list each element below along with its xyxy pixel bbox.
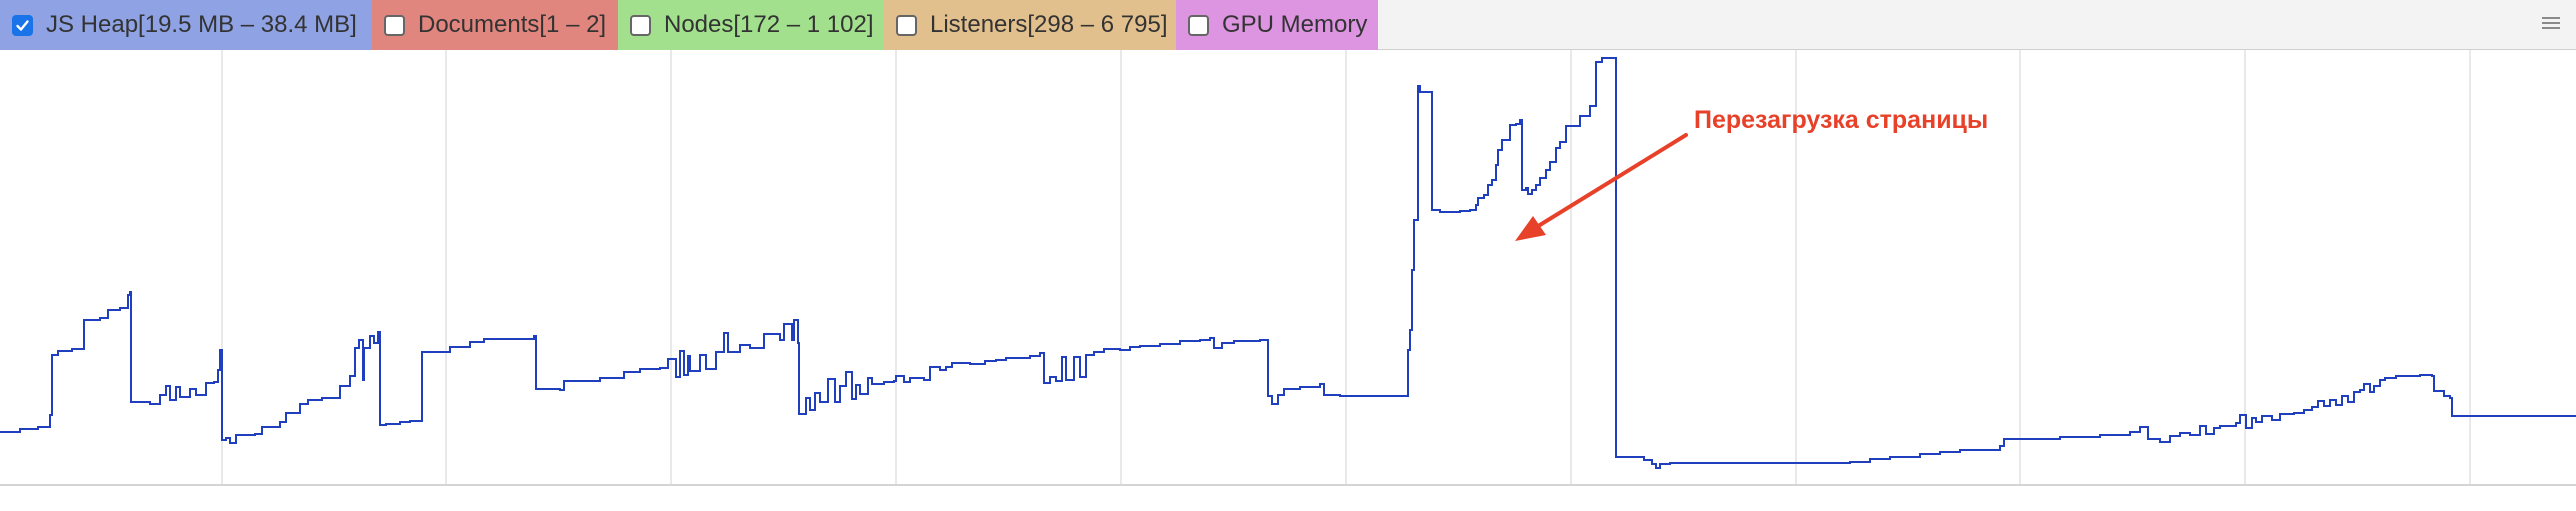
gpu-memory-checkbox[interactable]	[1188, 14, 1209, 36]
nodes-checkbox[interactable]	[630, 14, 651, 36]
time-grid	[221, 50, 2471, 485]
documents-checkbox[interactable]	[384, 14, 405, 36]
counters-toolbar: JS Heap[19.5 MB – 38.4 MB] Documents[1 –…	[0, 0, 2576, 50]
counter-label: Nodes[172 – 1 102]	[664, 11, 874, 38]
listeners-checkbox[interactable]	[896, 14, 917, 36]
reload-annotation: Перезагрузка страницы	[1694, 106, 1989, 134]
counter-gpu-memory[interactable]: GPU Memory	[1176, 0, 1378, 50]
checkmark-icon	[16, 19, 29, 31]
counter-label: Listeners[298 – 6 795]	[930, 11, 1168, 38]
counter-label: JS Heap[19.5 MB – 38.4 MB]	[46, 11, 357, 38]
counter-js-heap[interactable]: JS Heap[19.5 MB – 38.4 MB]	[0, 0, 372, 50]
js-heap-line	[0, 57, 2576, 469]
hamburger-icon[interactable]	[2540, 13, 2562, 33]
counter-label: Documents[1 – 2]	[418, 11, 607, 38]
counter-documents[interactable]: Documents[1 – 2]	[372, 0, 618, 50]
counter-listeners[interactable]: Listeners[298 – 6 795]	[884, 0, 1176, 50]
counter-label: GPU Memory	[1222, 11, 1368, 38]
arrow-icon	[1515, 133, 1688, 241]
memory-graph	[0, 50, 2576, 486]
counter-nodes[interactable]: Nodes[172 – 1 102]	[618, 0, 884, 50]
js-heap-checkbox[interactable]	[12, 14, 33, 36]
